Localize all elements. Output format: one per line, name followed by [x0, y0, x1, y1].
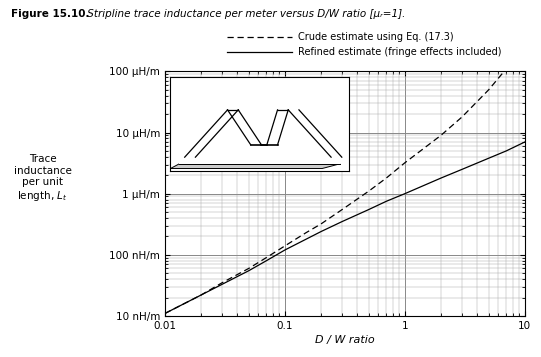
Text: Refined estimate (fringe effects included): Refined estimate (fringe effects include… — [298, 47, 501, 57]
Text: Crude estimate using Eq. (17.3): Crude estimate using Eq. (17.3) — [298, 32, 453, 42]
Polygon shape — [170, 164, 340, 169]
Text: Trace
inductance
per unit
length, $L_t$: Trace inductance per unit length, $L_t$ — [14, 154, 71, 203]
Text: Figure 15.10.: Figure 15.10. — [11, 9, 89, 19]
X-axis label: D / W ratio: D / W ratio — [315, 335, 375, 345]
Text: Stripline trace inductance per meter versus D/W ratio [μᵣ=1].: Stripline trace inductance per meter ver… — [84, 9, 405, 19]
Polygon shape — [179, 100, 340, 164]
